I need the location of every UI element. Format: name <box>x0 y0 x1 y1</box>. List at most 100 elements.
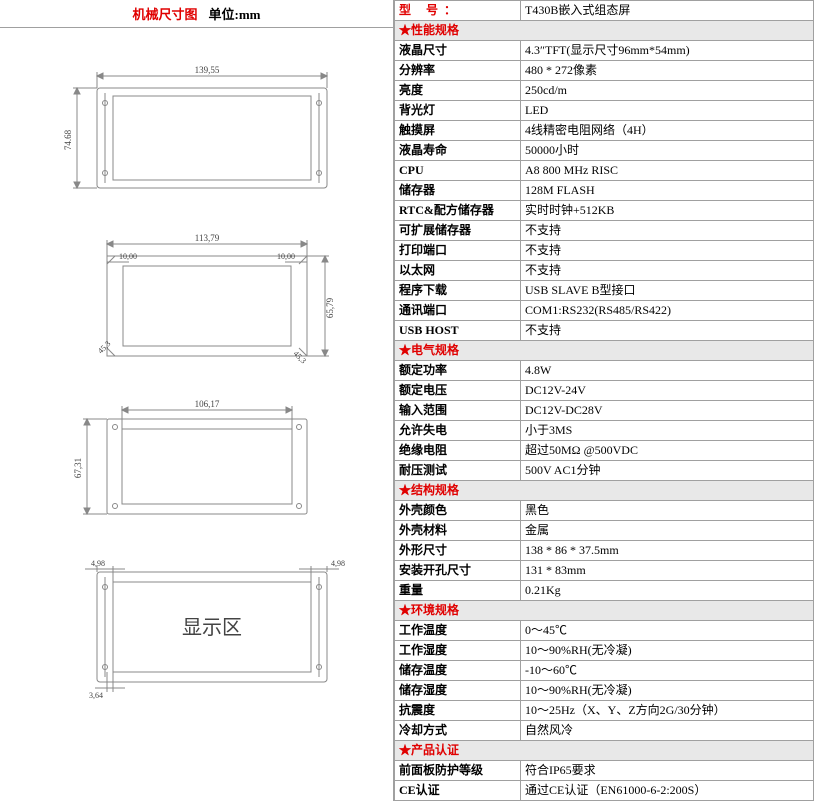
spec-label: USB HOST <box>395 321 521 341</box>
spec-row: 可扩展储存器不支持 <box>395 221 814 241</box>
spec-value: 50000小时 <box>521 141 814 161</box>
spec-label: 液晶尺寸 <box>395 41 521 61</box>
left-panel: 机械尺寸图 单位:mm <box>0 0 394 801</box>
model-row: 型 号： T430B嵌入式组态屏 <box>395 1 814 21</box>
spec-value: 480 * 272像素 <box>521 61 814 81</box>
spec-value: 4.3″TFT(显示尺寸96mm*54mm) <box>521 41 814 61</box>
spec-value: DC12V-24V <box>521 381 814 401</box>
spec-value: DC12V-DC28V <box>521 401 814 421</box>
section-header: ★性能规格 <box>395 21 814 41</box>
spec-row: 允许失电小于3MS <box>395 421 814 441</box>
spec-label: 冷却方式 <box>395 721 521 741</box>
diagram-3: 106,17 67,31 <box>47 394 347 524</box>
spec-row: 绝缘电阻超过50MΩ @500VDC <box>395 441 814 461</box>
spec-row: 液晶尺寸4.3″TFT(显示尺寸96mm*54mm) <box>395 41 814 61</box>
spec-row: 冷却方式自然风冷 <box>395 721 814 741</box>
spec-label: 外壳材料 <box>395 521 521 541</box>
spec-value: 不支持 <box>521 241 814 261</box>
model-label: 型 号： <box>395 1 521 21</box>
spec-value: LED <box>521 101 814 121</box>
spec-row: 背光灯LED <box>395 101 814 121</box>
spec-row: 外形尺寸138 * 86 * 37.5mm <box>395 541 814 561</box>
spec-label: 额定功率 <box>395 361 521 381</box>
spec-row: 通讯端口COM1:RS232(RS485/RS422) <box>395 301 814 321</box>
spec-row: 储存温度-10～60℃ <box>395 661 814 681</box>
diagram-2: 113,79 10,00 10,00 65,79 45,3 45,3 <box>47 226 347 366</box>
spec-row: 输入范围DC12V-DC28V <box>395 401 814 421</box>
spec-label: 亮度 <box>395 81 521 101</box>
spec-row: 程序下载USB SLAVE B型接口 <box>395 281 814 301</box>
spec-row: 前面板防护等级符合IP65要求 <box>395 761 814 781</box>
spec-value: 0.21Kg <box>521 581 814 601</box>
spec-label: 液晶寿命 <box>395 141 521 161</box>
spec-label: 可扩展储存器 <box>395 221 521 241</box>
spec-row: 外壳材料金属 <box>395 521 814 541</box>
spec-label: 安装开孔尺寸 <box>395 561 521 581</box>
spec-value: 4.8W <box>521 361 814 381</box>
spec-value: -10～60℃ <box>521 661 814 681</box>
spec-label: 储存器 <box>395 181 521 201</box>
spec-label: 触摸屏 <box>395 121 521 141</box>
spec-value: 10～90%RH(无冷凝) <box>521 681 814 701</box>
dim-d4-l: 4,98 <box>91 559 105 568</box>
spec-value: 0～45℃ <box>521 621 814 641</box>
section-header-text: ★电气规格 <box>395 341 814 361</box>
dim-d2-notch2: 45,3 <box>291 349 307 365</box>
section-header: ★产品认证 <box>395 741 814 761</box>
spec-value: 通过CE认证（EN61000-6-2:200S） <box>521 781 814 801</box>
diagrams-area: 139,55 74.68 <box>0 28 393 712</box>
spec-row: 工作温度0～45℃ <box>395 621 814 641</box>
spec-value: 超过50MΩ @500VDC <box>521 441 814 461</box>
spec-value: 黑色 <box>521 501 814 521</box>
spec-label: 分辨率 <box>395 61 521 81</box>
spec-row: 以太网不支持 <box>395 261 814 281</box>
spec-value: 实时时钟+512KB <box>521 201 814 221</box>
spec-row: 亮度250cd/m <box>395 81 814 101</box>
section-header: ★结构规格 <box>395 481 814 501</box>
left-header: 机械尺寸图 单位:mm <box>0 0 393 28</box>
spec-label: 外壳颜色 <box>395 501 521 521</box>
spec-value: A8 800 MHz RISC <box>521 161 814 181</box>
spec-label: 工作温度 <box>395 621 521 641</box>
spec-value: 500V AC1分钟 <box>521 461 814 481</box>
section-header-text: ★产品认证 <box>395 741 814 761</box>
dim-d2-w: 113,79 <box>194 233 219 243</box>
spec-value: 不支持 <box>521 321 814 341</box>
spec-row: RTC&配方储存器实时时钟+512KB <box>395 201 814 221</box>
spec-row: 工作湿度10～90%RH(无冷凝) <box>395 641 814 661</box>
spec-row: CE认证通过CE认证（EN61000-6-2:200S） <box>395 781 814 801</box>
spec-label: 通讯端口 <box>395 301 521 321</box>
dim-d2-tr: 10,00 <box>277 252 295 261</box>
spec-value: 自然风冷 <box>521 721 814 741</box>
spec-label: CPU <box>395 161 521 181</box>
dim-d4-b: 3,64 <box>89 691 103 700</box>
model-value: T430B嵌入式组态屏 <box>521 1 814 21</box>
spec-row: 打印端口不支持 <box>395 241 814 261</box>
diagram-4: 4,98 4,98 3,64 显示区 <box>47 552 347 702</box>
spec-label: 前面板防护等级 <box>395 761 521 781</box>
left-unit: 单位:mm <box>209 7 261 22</box>
spec-label: 重量 <box>395 581 521 601</box>
dim-d2-tl: 10,00 <box>119 252 137 261</box>
section-header-text: ★结构规格 <box>395 481 814 501</box>
spec-label: 绝缘电阻 <box>395 441 521 461</box>
spec-value: 131 * 83mm <box>521 561 814 581</box>
spec-row: 储存器128M FLASH <box>395 181 814 201</box>
spec-value: COM1:RS232(RS485/RS422) <box>521 301 814 321</box>
spec-label: 允许失电 <box>395 421 521 441</box>
dim-d3-h: 67,31 <box>73 458 83 478</box>
spec-label: 耐压测试 <box>395 461 521 481</box>
spec-label: 以太网 <box>395 261 521 281</box>
spec-row: CPUA8 800 MHz RISC <box>395 161 814 181</box>
spec-value: 不支持 <box>521 261 814 281</box>
spec-row: 外壳颜色黑色 <box>395 501 814 521</box>
spec-label: 抗震度 <box>395 701 521 721</box>
section-header-text: ★性能规格 <box>395 21 814 41</box>
spec-value: 小于3MS <box>521 421 814 441</box>
spec-value: 128M FLASH <box>521 181 814 201</box>
spec-label: 外形尺寸 <box>395 541 521 561</box>
dim-d2-h: 65,79 <box>325 297 335 318</box>
spec-label: 打印端口 <box>395 241 521 261</box>
spec-row: 抗震度10～25Hz（X、Y、Z方向2G/30分钟） <box>395 701 814 721</box>
spec-label: RTC&配方储存器 <box>395 201 521 221</box>
